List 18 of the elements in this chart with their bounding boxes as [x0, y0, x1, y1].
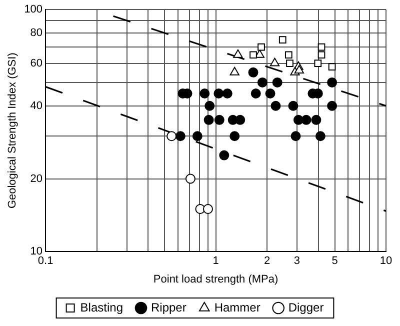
- y-tick-label: 60: [30, 57, 43, 70]
- legend-label: Blasting: [80, 300, 124, 314]
- x-tick-label: 2: [264, 255, 270, 268]
- x-tick-label: 0.1: [38, 255, 54, 268]
- y-tick-label: 100: [24, 4, 43, 16]
- y-tick-label: 80: [30, 27, 43, 40]
- legend-label: Digger: [288, 300, 324, 314]
- y-tick-label: 40: [30, 100, 43, 112]
- y-axis-title: Geological Strength Index (GSI): [6, 52, 19, 209]
- x-tick-label: 5: [332, 255, 338, 268]
- legend-label: Hammer: [214, 300, 260, 314]
- y-tick-label: 20: [30, 172, 43, 185]
- x-tick-label: 10: [380, 255, 392, 268]
- y-tick-label: 10: [30, 246, 43, 258]
- x-tick-label: 3: [294, 255, 300, 268]
- x-tick-label: 1: [212, 255, 219, 268]
- x-axis-title: Point load strength (MPa): [153, 273, 278, 286]
- legend-label: Ripper: [150, 300, 186, 314]
